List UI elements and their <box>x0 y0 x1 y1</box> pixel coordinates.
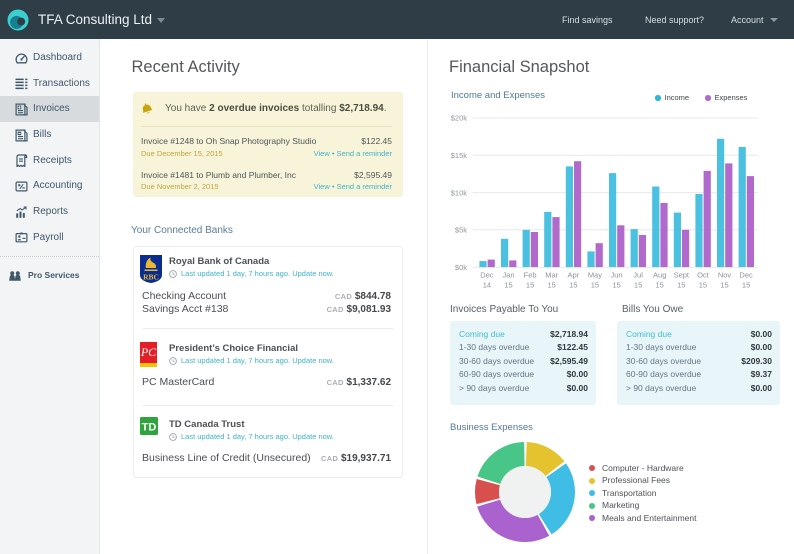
svg-text:15: 15 <box>699 281 707 290</box>
svg-text:$15k: $15k <box>451 151 468 160</box>
svg-text:15: 15 <box>569 281 577 290</box>
svg-text:Apr: Apr <box>567 271 579 280</box>
svg-text:15: 15 <box>612 281 620 290</box>
svg-text:15: 15 <box>526 281 534 290</box>
svg-text:Dec: Dec <box>739 271 753 280</box>
svg-text:$0k: $0k <box>455 263 467 272</box>
svg-text:15: 15 <box>504 281 512 290</box>
svg-text:Oct: Oct <box>697 271 710 280</box>
svg-text:15: 15 <box>656 281 664 290</box>
svg-text:May: May <box>588 271 602 280</box>
svg-text:15: 15 <box>548 281 556 290</box>
svg-text:Dec: Dec <box>480 271 494 280</box>
svg-text:Feb: Feb <box>524 271 537 280</box>
svg-text:15: 15 <box>591 281 599 290</box>
svg-text:Aug: Aug <box>653 271 666 280</box>
svg-text:$10k: $10k <box>451 188 468 197</box>
svg-text:Jan: Jan <box>502 271 514 280</box>
svg-text:Jun: Jun <box>610 271 622 280</box>
svg-text:Nov: Nov <box>718 271 732 280</box>
svg-text:Jul: Jul <box>633 271 643 280</box>
svg-text:15: 15 <box>677 281 685 290</box>
svg-text:$20k: $20k <box>451 114 468 123</box>
svg-text:$5k: $5k <box>455 226 467 235</box>
svg-text:Sept: Sept <box>674 271 690 280</box>
svg-text:TD: TD <box>142 421 157 433</box>
svg-text:Mar: Mar <box>545 271 558 280</box>
svg-text:14: 14 <box>483 281 491 290</box>
svg-text:15: 15 <box>720 281 728 290</box>
svg-text:15: 15 <box>742 281 750 290</box>
svg-text:PC: PC <box>140 345 157 359</box>
svg-text:RBC: RBC <box>143 273 159 282</box>
svg-text:15: 15 <box>634 281 642 290</box>
